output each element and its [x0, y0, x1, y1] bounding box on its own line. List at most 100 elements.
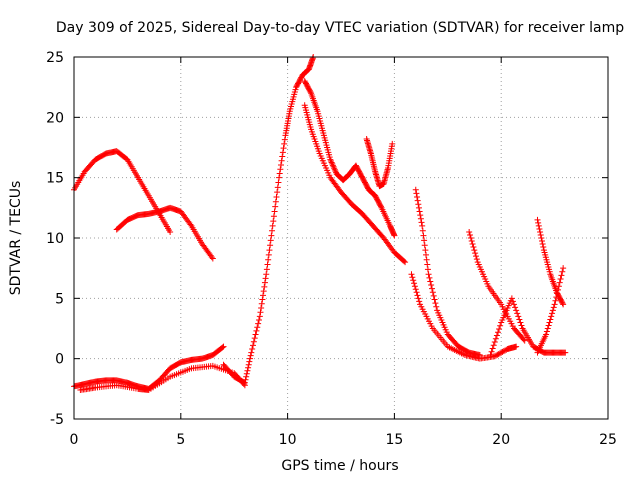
data-point: [489, 345, 496, 352]
data-point: [428, 285, 435, 292]
data-point: [512, 304, 519, 311]
data-point: [272, 203, 279, 210]
data-point: [491, 339, 498, 346]
data-point: [208, 254, 215, 261]
data-point: [538, 235, 545, 241]
data-point: [389, 140, 396, 147]
series-arc14: [534, 265, 567, 356]
data-point: [556, 279, 563, 286]
data-point: [546, 319, 553, 326]
data-point: [536, 225, 543, 232]
data-point: [534, 216, 541, 223]
data-point: [254, 324, 261, 331]
data-point: [428, 282, 435, 289]
data-point: [249, 346, 256, 353]
data-point: [331, 166, 338, 173]
y-tick-label: -5: [50, 412, 64, 428]
data-point: [473, 256, 480, 263]
data-point: [513, 307, 520, 314]
data-point: [253, 327, 260, 334]
data-point: [261, 283, 268, 290]
data-point: [410, 277, 417, 284]
data-point: [427, 278, 434, 285]
data-point: [470, 244, 477, 251]
series-arc12: [487, 295, 569, 359]
data-point: [539, 241, 546, 248]
data-point: [415, 201, 422, 208]
data-point: [261, 279, 268, 286]
data-point: [430, 292, 437, 299]
data-point: [244, 367, 251, 374]
data-point: [272, 198, 279, 205]
series-arc9: [412, 186, 483, 359]
data-point: [402, 259, 409, 266]
data-point: [560, 301, 567, 308]
x-tick-label: 25: [599, 432, 617, 448]
data-point: [248, 349, 255, 356]
data-point: [471, 247, 478, 254]
chart-title: Day 309 of 2025, Sidereal Day-to-day VTE…: [56, 20, 624, 36]
data-point: [277, 166, 284, 173]
data-point: [307, 88, 314, 95]
data-point: [417, 212, 424, 219]
data-point: [327, 158, 334, 165]
data-point: [408, 271, 415, 278]
data-point: [267, 237, 274, 244]
data-point: [267, 242, 274, 249]
data-point: [415, 295, 422, 302]
data-point: [497, 322, 504, 329]
y-axis-label: SDTVAR / TECUs: [8, 181, 24, 296]
data-point: [247, 352, 254, 359]
data-point: [416, 298, 423, 305]
series-arc1: [71, 148, 174, 235]
data-point: [543, 328, 550, 335]
x-tick-label: 20: [492, 432, 510, 448]
data-point: [167, 228, 174, 235]
data-point: [425, 271, 432, 278]
data-point: [495, 351, 502, 358]
series-arc4: [77, 362, 248, 394]
data-point: [562, 349, 569, 356]
data-point: [247, 355, 254, 362]
x-tick-label: 5: [176, 432, 185, 448]
data-point: [279, 149, 286, 156]
data-point: [415, 204, 422, 211]
data-point: [487, 352, 494, 359]
data-point: [538, 238, 545, 245]
series-arc5: [220, 54, 317, 386]
data-point: [559, 300, 566, 307]
data-point: [219, 344, 226, 351]
data-point: [391, 232, 398, 239]
data-point: [328, 159, 335, 166]
data-point: [327, 156, 334, 163]
data-point: [419, 222, 426, 229]
data-point: [262, 275, 269, 282]
data-point: [259, 296, 266, 303]
x-axis-label: GPS time / hours: [281, 458, 398, 474]
data-point: [281, 136, 288, 143]
data-point: [252, 331, 259, 338]
data-point: [537, 228, 544, 235]
data-point: [257, 309, 264, 316]
data-point: [412, 286, 419, 293]
data-point: [429, 289, 436, 296]
data-point: [330, 163, 337, 170]
data-point: [187, 221, 194, 228]
data-point: [243, 373, 250, 380]
y-tick-label: 25: [46, 50, 64, 66]
data-point: [414, 292, 421, 299]
data-point: [265, 251, 272, 258]
data-point: [560, 265, 567, 272]
data-point: [545, 322, 552, 329]
data-point: [515, 313, 522, 320]
data-point: [246, 358, 253, 365]
data-point: [469, 241, 476, 248]
data-point: [243, 370, 250, 377]
data-point: [377, 203, 384, 210]
data-point: [331, 165, 338, 172]
series-arc7: [301, 102, 409, 266]
data-point: [518, 322, 525, 329]
data-point: [263, 266, 270, 273]
data-point: [258, 304, 265, 311]
